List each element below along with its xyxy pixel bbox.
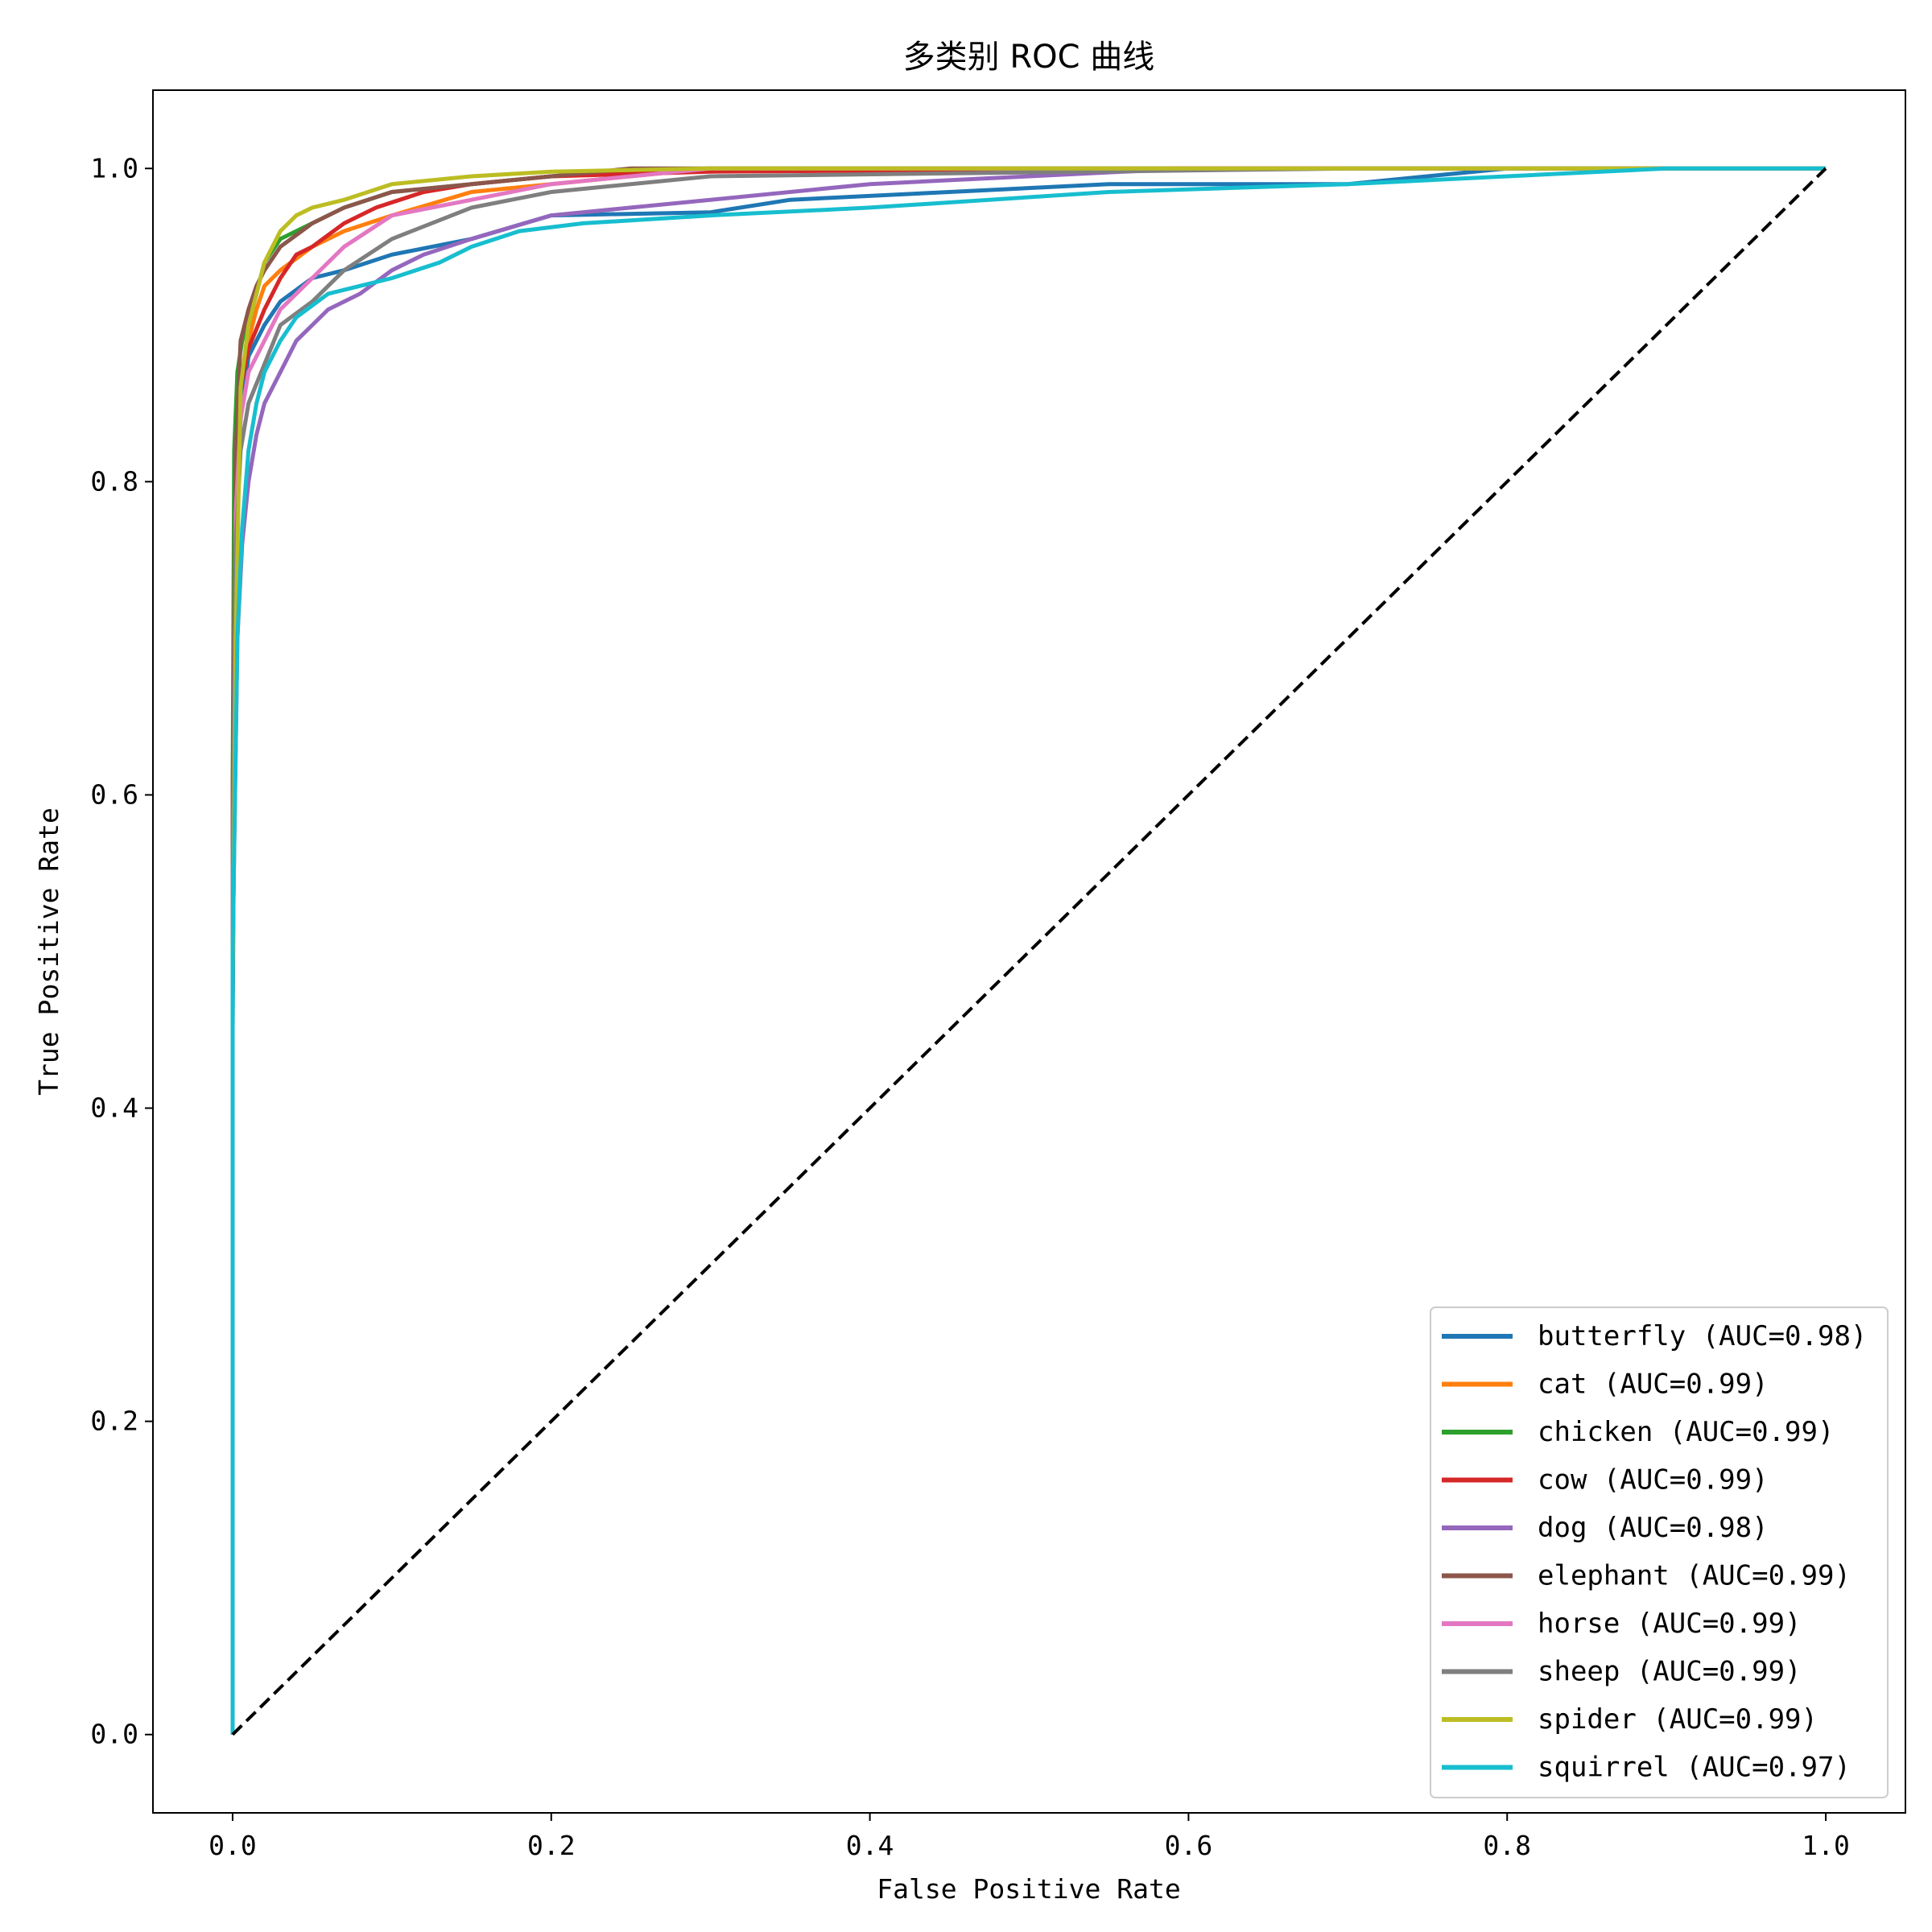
- x-tick-label: 0.0: [208, 1830, 257, 1861]
- legend-entry: squirrel (AUC=0.97): [1538, 1752, 1851, 1784]
- x-tick-label: 0.4: [846, 1830, 894, 1861]
- legend-entry: cat (AUC=0.99): [1538, 1368, 1769, 1401]
- y-tick-label: 0.6: [90, 778, 138, 810]
- x-tick-label: 1.0: [1802, 1830, 1850, 1861]
- legend: butterfly (AUC=0.98) cat (AUC=0.99) chicke…: [1430, 1307, 1889, 1798]
- legend-entry: elephant (AUC=0.99): [1538, 1560, 1851, 1592]
- roc-curve-5: [230, 166, 1826, 1735]
- chart-title: 多类别 ROC 曲线: [903, 39, 1155, 76]
- legend-entry: spider (AUC=0.99): [1538, 1703, 1818, 1736]
- x-tick-label: 0.8: [1483, 1830, 1531, 1861]
- y-tick-label: 0.4: [90, 1092, 138, 1124]
- y-tick-label: 0.8: [90, 465, 138, 497]
- plot-frame: [152, 89, 1906, 1814]
- x-tick-label: 0.2: [527, 1830, 576, 1861]
- legend-entry: butterfly (AUC=0.98): [1538, 1320, 1867, 1352]
- legend-entry: sheep (AUC=0.99): [1538, 1656, 1802, 1688]
- y-axis-label: True Positive Rate: [33, 807, 64, 1096]
- x-tick-label: 0.6: [1165, 1830, 1213, 1861]
- roc-curve-8: [230, 166, 1826, 1735]
- y-tick-label: 0.2: [90, 1406, 138, 1437]
- legend-entry: horse (AUC=0.99): [1538, 1608, 1802, 1640]
- x-axis-ticks: 0.0 0.2 0.4 0.6 0.8 1.0: [208, 1813, 1850, 1861]
- legend-box: [1430, 1307, 1889, 1798]
- legend-entry: cow (AUC=0.99): [1538, 1464, 1769, 1496]
- roc-curve-9: [230, 166, 1826, 1735]
- diagonal-reference-line: [231, 167, 1827, 1736]
- y-tick-label: 0.0: [90, 1719, 138, 1750]
- x-axis-label: False Positive Rate: [877, 1873, 1181, 1905]
- y-axis-ticks: 0.0 0.2 0.4 0.6 0.8 1.0: [90, 152, 153, 1750]
- roc-curves: [230, 166, 1827, 1736]
- y-tick-label: 1.0: [90, 152, 138, 184]
- legend-entry: chicken (AUC=0.99): [1538, 1416, 1834, 1448]
- legend-entry: dog (AUC=0.98): [1538, 1512, 1769, 1544]
